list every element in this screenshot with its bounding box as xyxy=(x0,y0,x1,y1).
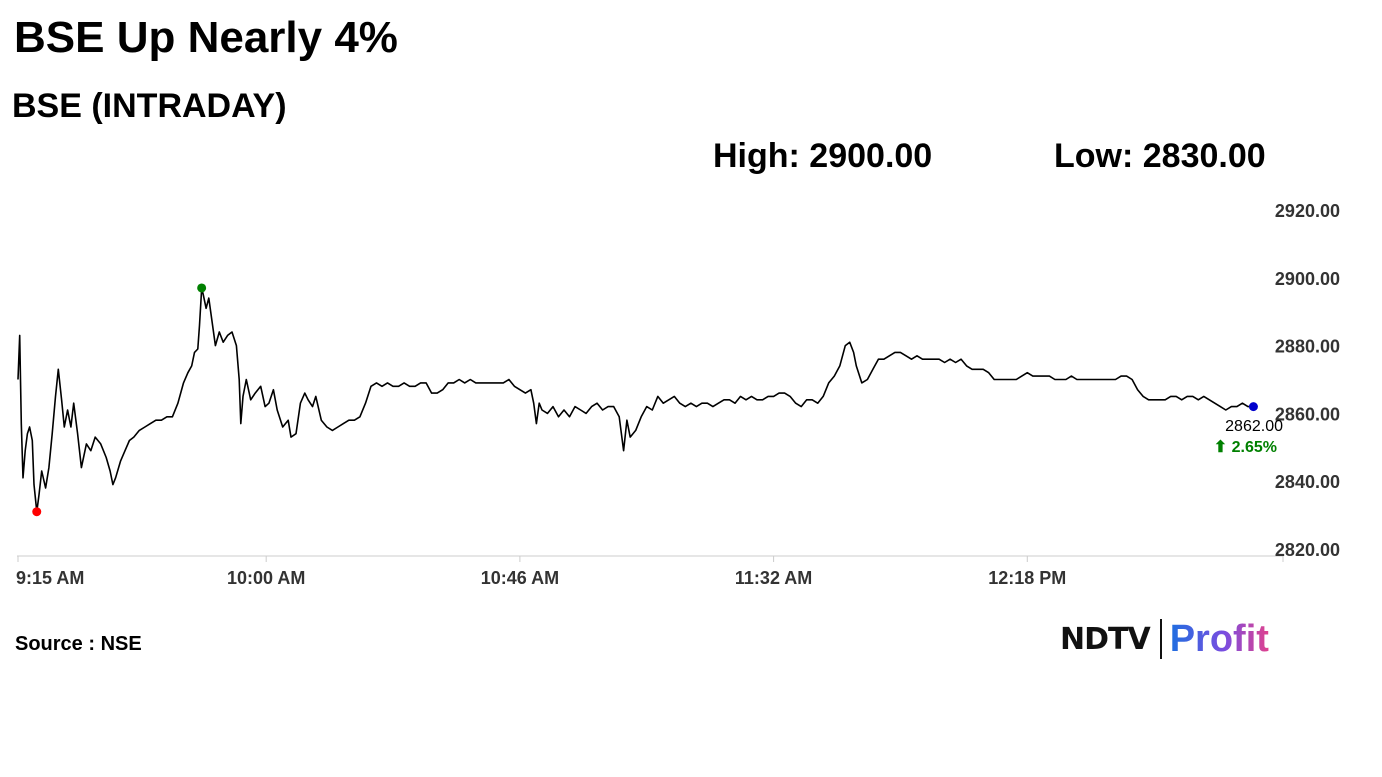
last-price-marker xyxy=(1248,402,1258,412)
low-marker xyxy=(32,507,42,517)
change-percent-label: ⬆ 2.65% xyxy=(1214,439,1277,456)
y-tick-label: 2840.00 xyxy=(1275,472,1340,492)
x-tick-label: 9:15 AM xyxy=(16,568,84,588)
x-axis: 9:15 AM 10:00 AM 10:46 AM 11:32 AM 12:18 PM xyxy=(16,556,1284,588)
logo-product-text: Profit xyxy=(1169,617,1269,660)
chart-title: BSE (INTRADAY) xyxy=(12,87,287,125)
x-tick-label: 10:00 AM xyxy=(227,568,305,588)
y-tick-label: 2860.00 xyxy=(1275,404,1340,424)
x-tick-label: 11:32 AM xyxy=(735,568,812,588)
ndtv-profit-logo: NDTV Profit xyxy=(1060,614,1269,664)
source-note: Source : NSE xyxy=(15,633,142,655)
last-value-label: 2862.00 xyxy=(1225,418,1283,435)
x-tick-label: 10:46 AM xyxy=(481,568,559,588)
day-high-stat: High: 2900.00 xyxy=(713,137,933,175)
high-marker xyxy=(197,283,207,293)
y-tick-label: 2900.00 xyxy=(1275,269,1340,289)
logo-brand-text: NDTV xyxy=(1060,621,1151,657)
x-tick-label: 12:18 PM xyxy=(988,568,1066,588)
price-series-line xyxy=(17,287,1254,513)
headline: BSE Up Nearly 4% xyxy=(14,13,398,62)
logo-divider xyxy=(1159,619,1162,659)
day-low-stat: Low: 2830.00 xyxy=(1054,137,1266,175)
y-tick-label: 2920.00 xyxy=(1275,201,1340,221)
y-axis: 2920.00 2900.00 2880.00 2860.00 2840.00 2820.… xyxy=(1275,201,1340,560)
y-tick-label: 2880.00 xyxy=(1275,337,1340,357)
intraday-line-chart: 9:15 AM 10:00 AM 10:46 AM 11:32 AM 12:18 PM … xyxy=(16,201,1340,588)
y-tick-label: 2820.00 xyxy=(1275,540,1340,560)
